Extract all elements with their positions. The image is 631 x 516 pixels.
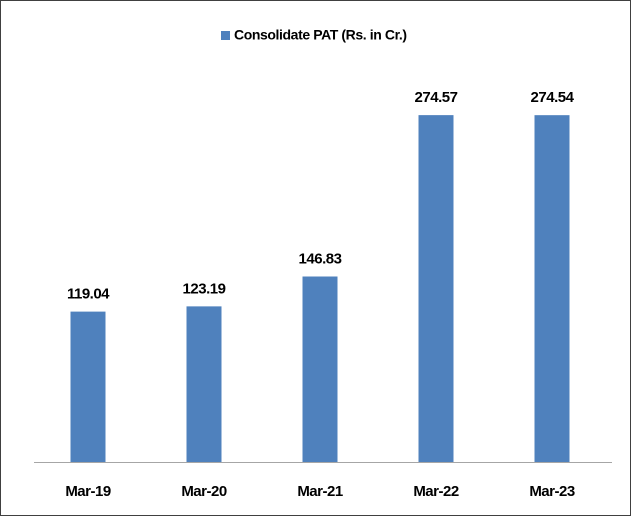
x-tick-label: Mar-23	[529, 483, 575, 500]
x-tick-label: Mar-21	[297, 483, 343, 500]
x-tick-label: Mar-22	[413, 483, 459, 500]
x-tick-label: Mar-20	[181, 483, 227, 500]
data-label: 119.04	[67, 286, 110, 303]
legend-swatch	[221, 31, 230, 40]
x-tick-label: Mar-19	[65, 483, 111, 500]
bar	[418, 115, 454, 463]
bar	[186, 306, 222, 462]
bar	[70, 311, 106, 462]
data-label: 274.57	[415, 89, 458, 106]
legend-label: Consolidate PAT (Rs. in Cr.)	[234, 27, 407, 43]
data-label: 146.83	[299, 250, 342, 267]
data-label: 274.54	[531, 89, 575, 106]
bar	[534, 115, 570, 463]
data-label: 123.19	[183, 280, 226, 297]
bar	[302, 276, 338, 462]
